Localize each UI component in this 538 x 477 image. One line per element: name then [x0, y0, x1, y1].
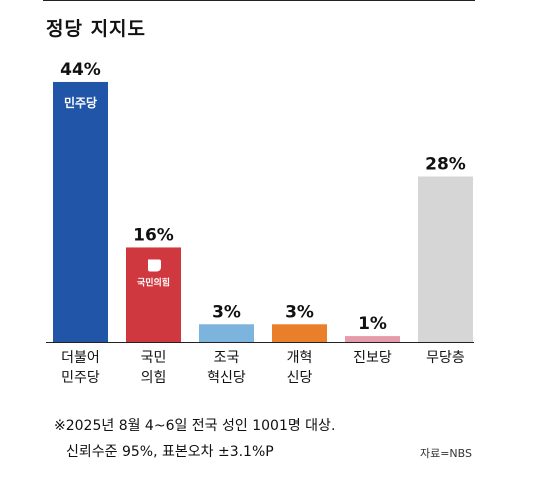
chart-title: 정당 지지도: [46, 18, 147, 40]
category-label-rebuilding: 조국: [214, 350, 240, 366]
category-label-ppp-line2: 의힘: [141, 370, 167, 386]
value-label-rebuilding: 3%: [212, 302, 241, 322]
category-label-independent: 무당층: [426, 350, 465, 366]
value-label-ppp: 16%: [133, 225, 174, 245]
category-label-minjoo: 더불어: [61, 350, 100, 366]
value-label-reform: 3%: [285, 302, 314, 322]
category-label-reform: 개혁: [287, 350, 313, 366]
bar-independent: [418, 176, 473, 342]
value-label-progressive: 1%: [358, 314, 387, 334]
footnote-margin: 신뢰수준 95%, 표본오차 ±3.1%P: [66, 444, 274, 460]
source-label: 자료=NBS: [419, 447, 472, 460]
value-label-independent: 28%: [425, 155, 466, 175]
category-label-rebuilding-line2: 혁신당: [207, 370, 246, 386]
value-label-minjoo: 44%: [60, 60, 101, 80]
top-rule: [43, 0, 475, 1]
ppp-logo: 국민의힘: [137, 276, 170, 288]
bar-progressive: [345, 336, 400, 342]
category-label-progressive: 진보당: [353, 350, 392, 366]
ppp-logo-mark: [148, 259, 161, 272]
category-label-ppp: 국민: [141, 350, 167, 366]
bar-minjoo: [53, 81, 108, 343]
footnote-survey: ※2025년 8월 4~6일 전국 성인 1001명 대상.: [54, 418, 336, 434]
category-label-minjoo-line2: 민주당: [61, 370, 100, 386]
bar-rebuilding: [199, 324, 254, 342]
bar-reform: [272, 324, 327, 342]
bar-chart: 44%더불어민주당16%국민의힘3%조국혁신당3%개혁신당1%진보당28%무당층…: [46, 60, 474, 386]
category-label-reform-line2: 신당: [287, 370, 313, 386]
minjoo-logo: 민주당: [64, 95, 97, 110]
